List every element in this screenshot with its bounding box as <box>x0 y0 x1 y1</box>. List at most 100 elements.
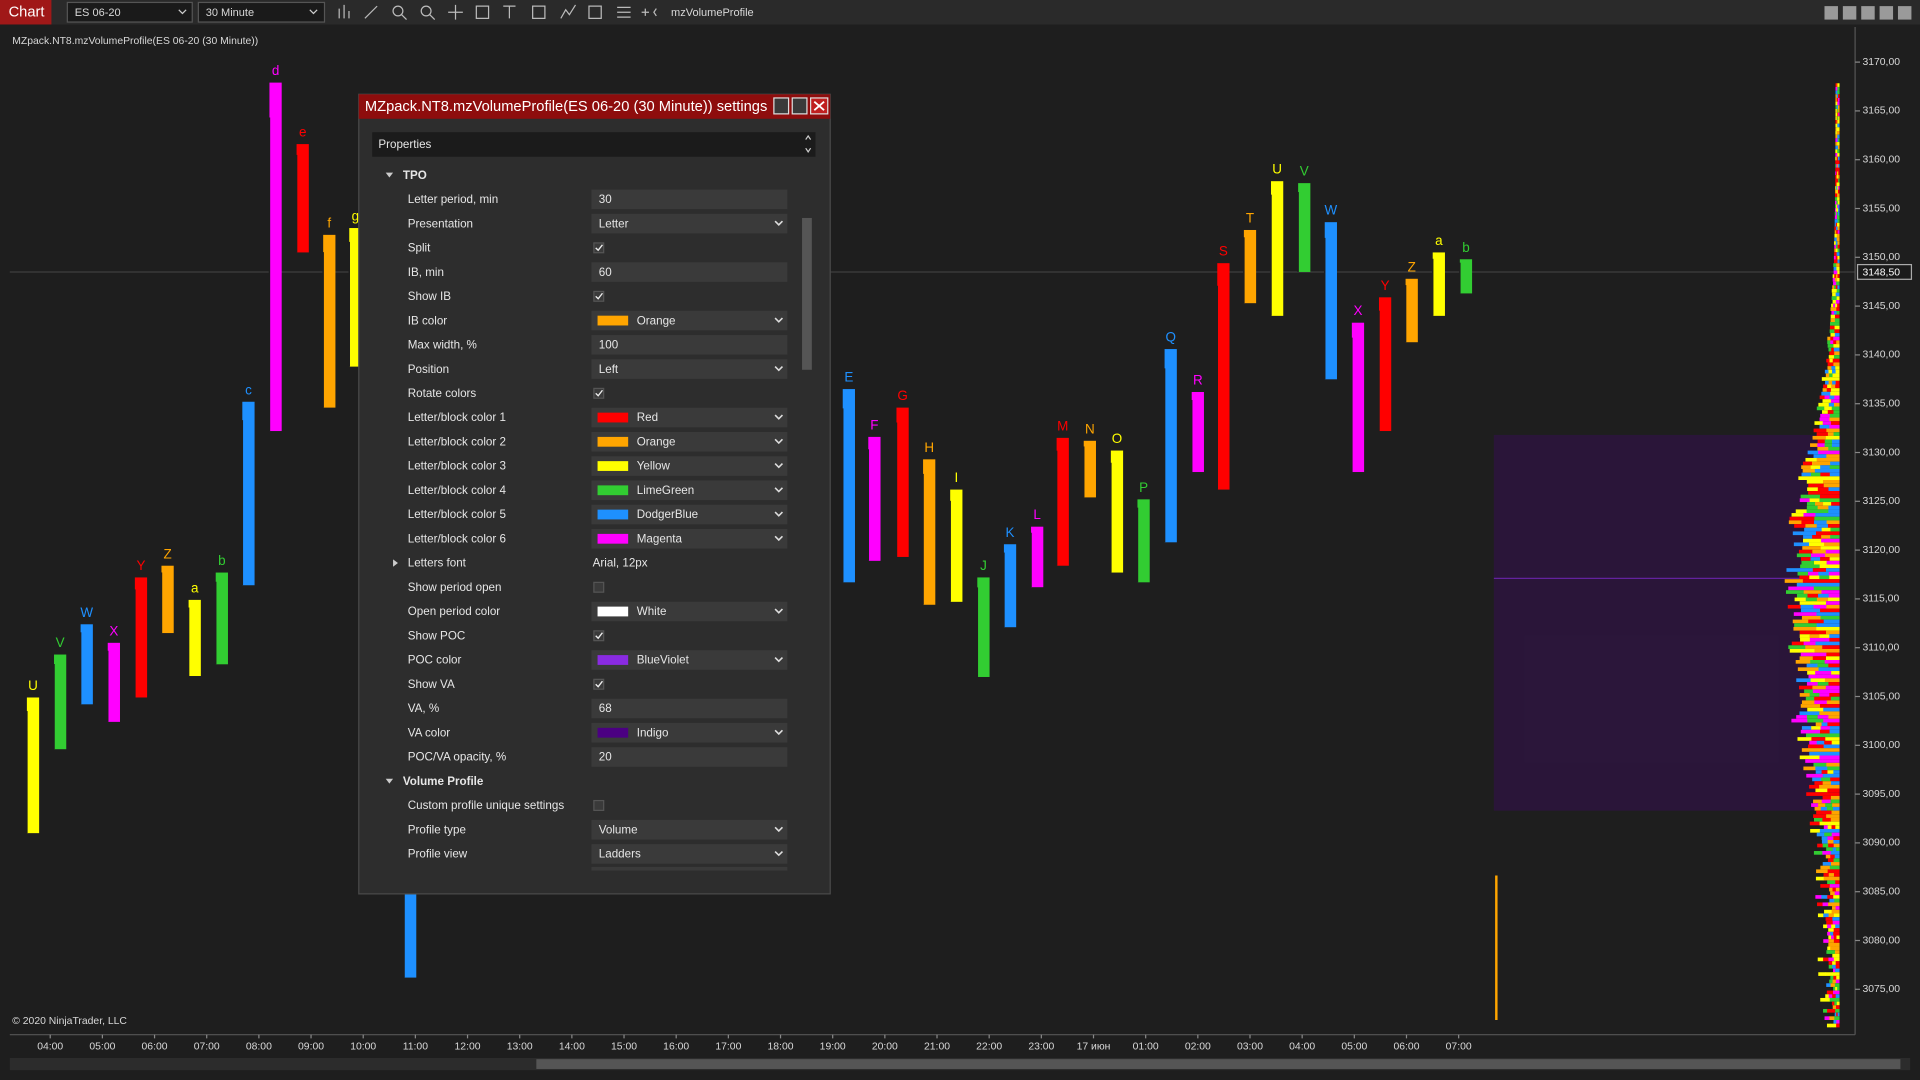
chevron <box>774 511 784 517</box>
profile-strip <box>1821 527 1831 532</box>
profile-strip <box>1830 931 1834 936</box>
profile-strip <box>1802 538 1822 543</box>
window-buttons[interactable] <box>1824 6 1912 20</box>
profile-strip <box>1808 744 1824 749</box>
profile-strip <box>1837 112 1839 117</box>
profile-strip <box>1836 1001 1840 1006</box>
tpo-letter: M <box>1057 418 1068 433</box>
profile-strip <box>1836 1012 1839 1017</box>
profile-strip <box>1833 986 1836 991</box>
x-tick-label: 07:00 <box>194 1042 220 1053</box>
profile-strip <box>1828 913 1835 918</box>
profile-strip <box>1821 538 1840 543</box>
profile-strip <box>1834 219 1837 223</box>
profile-strip <box>1830 950 1836 954</box>
profile-strip <box>1833 939 1840 943</box>
value-box[interactable] <box>591 844 788 864</box>
value-box[interactable] <box>591 601 788 622</box>
app-tab[interactable] <box>0 0 52 25</box>
profile-strip <box>1800 564 1821 569</box>
profile-strip <box>1805 759 1823 763</box>
sort-icon[interactable] <box>805 134 812 153</box>
profile-strip <box>1806 502 1816 506</box>
value-box[interactable] <box>591 432 788 452</box>
property-value: White <box>637 605 667 618</box>
checkbox[interactable] <box>593 630 605 642</box>
checkbox[interactable] <box>593 799 605 811</box>
scroll-thumb[interactable] <box>536 1059 1901 1069</box>
interval-select[interactable] <box>197 1 326 23</box>
value-box[interactable] <box>591 189 788 210</box>
profile-strip <box>1823 674 1840 679</box>
tpo-letter: b <box>218 553 225 568</box>
value-box[interactable] <box>591 650 788 670</box>
checkbox[interactable] <box>593 290 605 302</box>
profile-strip <box>1828 994 1833 998</box>
profile-strip <box>1806 663 1818 668</box>
profile-strip <box>1828 446 1840 451</box>
profile-strip <box>1800 652 1814 657</box>
maximize-button[interactable] <box>791 97 808 115</box>
profile-strip <box>1796 582 1812 587</box>
value-box[interactable] <box>591 480 788 501</box>
minimize-button[interactable] <box>773 97 790 115</box>
profile-strip <box>1837 1012 1840 1017</box>
checkbox[interactable] <box>593 387 605 399</box>
checkbox[interactable] <box>593 581 605 593</box>
section-title: Volume Profile <box>403 775 484 788</box>
profile-strip <box>1827 362 1834 367</box>
profile-strip <box>1825 373 1830 378</box>
color-swatch <box>597 606 629 617</box>
chevron <box>774 535 784 542</box>
value-box[interactable] <box>591 359 788 379</box>
property-label: Letter/block color 1 <box>408 411 506 424</box>
profile-strip <box>1824 832 1833 837</box>
tpo-bar <box>1164 349 1177 543</box>
profile-strip <box>1835 887 1840 892</box>
value-box[interactable] <box>591 504 788 525</box>
value-box[interactable] <box>591 213 788 234</box>
profile-strip <box>1835 373 1840 378</box>
checkbox[interactable] <box>593 242 605 254</box>
profile-strip <box>1826 983 1831 987</box>
dialog-scrollbar[interactable] <box>802 217 812 370</box>
checkmark <box>595 244 603 252</box>
profile-strip <box>1834 950 1840 954</box>
property-label: Show POC <box>408 629 466 642</box>
profile-strip <box>1835 134 1838 139</box>
profile-strip <box>1835 178 1837 183</box>
profile-strip <box>1831 825 1836 829</box>
value-box[interactable] <box>591 698 788 719</box>
value-box[interactable] <box>591 407 788 428</box>
instrument-select[interactable] <box>66 1 193 23</box>
section-toggle[interactable] <box>385 778 394 784</box>
indicator-name[interactable]: mzVolumeProfile <box>671 7 754 19</box>
value-box[interactable] <box>591 262 788 282</box>
profile-strip <box>1833 913 1840 918</box>
profile-strip <box>1799 711 1820 716</box>
profile-strip <box>1788 586 1815 591</box>
profile-strip <box>1835 101 1838 106</box>
profile-strip <box>1830 399 1840 403</box>
profile-strip <box>1833 303 1836 308</box>
value-box[interactable] <box>591 722 788 743</box>
profile-strip <box>1827 344 1834 348</box>
value-box[interactable] <box>591 456 788 476</box>
profile-strip <box>1800 608 1821 613</box>
checkbox[interactable] <box>593 678 605 690</box>
value-box[interactable] <box>591 310 788 331</box>
value-box[interactable] <box>591 335 788 355</box>
value-box[interactable] <box>591 747 788 767</box>
section-toggle[interactable] <box>385 172 394 178</box>
profile-strip <box>1835 156 1837 161</box>
expander[interactable] <box>393 559 398 567</box>
color-swatch <box>597 315 629 326</box>
profile-strip <box>1836 266 1840 271</box>
profile-strip <box>1836 281 1840 286</box>
value-box[interactable] <box>591 819 788 840</box>
value-box[interactable] <box>591 528 788 549</box>
profile-strip <box>1817 439 1826 444</box>
profile-strip <box>1836 288 1840 293</box>
toolbar-icons[interactable] <box>338 4 657 21</box>
profile-strip <box>1837 178 1839 183</box>
